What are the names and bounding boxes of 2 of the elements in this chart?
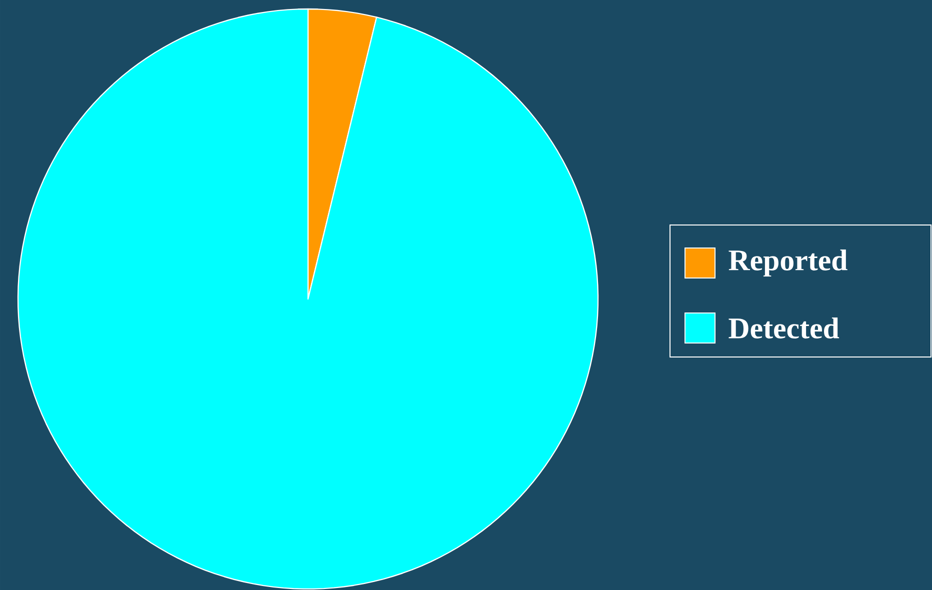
legend-label: Reported [728, 249, 848, 277]
legend-label: Detected [728, 317, 840, 339]
